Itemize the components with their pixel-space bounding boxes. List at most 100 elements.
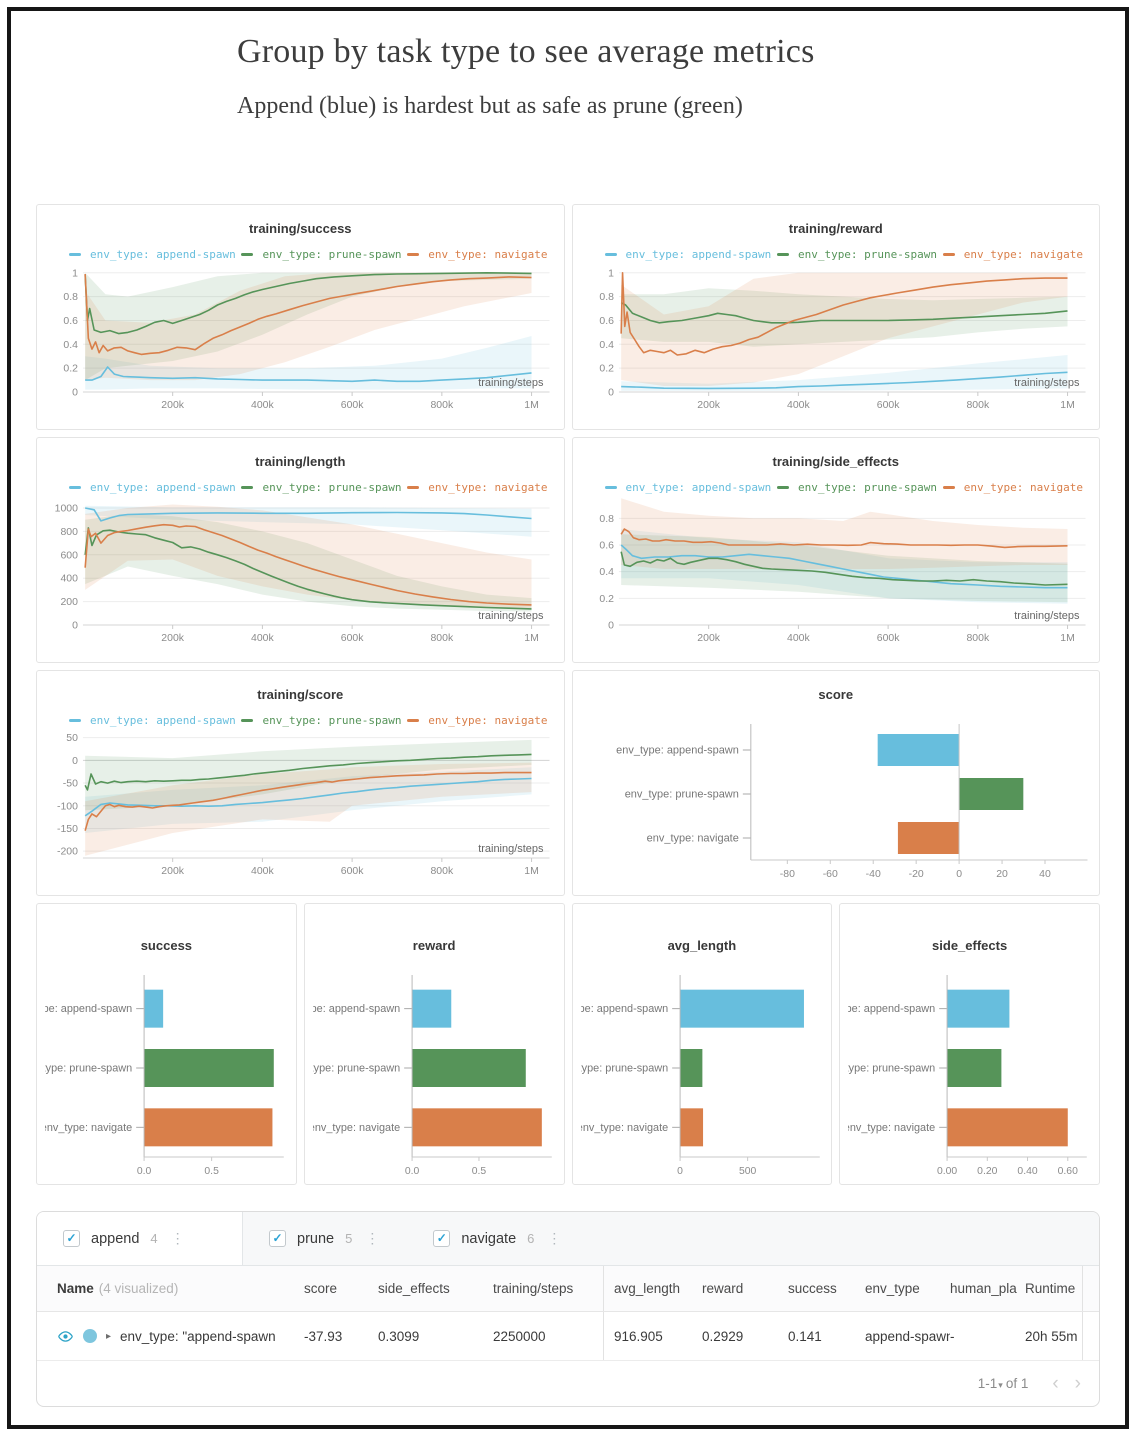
legend-label: env_type: append-spawn bbox=[625, 480, 772, 494]
cell-training_steps: 2250000 bbox=[493, 1328, 546, 1344]
bar-prune bbox=[144, 1049, 274, 1087]
legend-item[interactable]: env_type: navigate bbox=[407, 714, 548, 727]
pagination-label[interactable]: 1-1▾ of 1 bbox=[977, 1376, 1029, 1391]
column-header-reward[interactable]: reward bbox=[702, 1281, 744, 1296]
chart-canvas: 50 0 -50 -100 -150 -200 200k 400k 600k 800k 1M trai… bbox=[57, 733, 550, 877]
series-line-append bbox=[85, 366, 532, 383]
series-band-append bbox=[620, 529, 1068, 604]
series-line-navigate bbox=[84, 273, 532, 356]
series-band-append bbox=[85, 767, 532, 833]
chart-spacer bbox=[45, 953, 288, 971]
svg-text:400k: 400k bbox=[787, 633, 810, 644]
series-band-prune bbox=[85, 739, 532, 811]
tab-append[interactable]: ✓ append 4 ⋮ bbox=[37, 1212, 243, 1265]
svg-text:0.20: 0.20 bbox=[977, 1166, 997, 1177]
chart-panel-training-length[interactable]: training/length env_type: append-spawn env… bbox=[36, 437, 565, 663]
series-line-prune bbox=[84, 527, 532, 610]
column-header-training_steps[interactable]: training/steps bbox=[493, 1281, 574, 1296]
legend-item[interactable]: env_type: navigate bbox=[407, 248, 548, 261]
series-band-prune bbox=[85, 272, 532, 381]
x-axis-label: training/steps bbox=[478, 843, 544, 855]
chart-panel-training-success[interactable]: training/success env_type: append-spawn en… bbox=[36, 204, 565, 430]
legend-dash-icon bbox=[407, 718, 420, 722]
column-header-human_pla[interactable]: human_pla bbox=[950, 1281, 1017, 1296]
column-header-score[interactable]: score bbox=[304, 1281, 338, 1296]
svg-text:200k: 200k bbox=[697, 633, 720, 644]
bar-category-label: env_type: append-spawn bbox=[848, 1003, 935, 1015]
chart-panel-success[interactable]: success env_type: append-spawn env_type: p… bbox=[36, 903, 297, 1185]
legend-item[interactable]: env_type: append-spawn bbox=[69, 248, 236, 261]
svg-text:400k: 400k bbox=[251, 866, 274, 877]
legend-item[interactable]: env_type: append-spawn bbox=[604, 248, 771, 261]
series-line-prune bbox=[619, 551, 1068, 586]
next-page-icon[interactable]: › bbox=[1074, 1373, 1081, 1394]
column-header-avg_length[interactable]: avg_length bbox=[614, 1281, 681, 1296]
checkbox-checked-icon[interactable]: ✓ bbox=[269, 1230, 286, 1247]
svg-text:-80: -80 bbox=[779, 869, 794, 880]
legend-item[interactable]: env_type: append-spawn bbox=[69, 481, 236, 494]
checkbox-checked-icon[interactable]: ✓ bbox=[433, 1230, 451, 1247]
legend-item[interactable]: env_type: prune-spawn bbox=[776, 481, 937, 494]
legend-item[interactable]: env_type: append-spawn bbox=[69, 714, 236, 727]
legend-item[interactable]: env_type: prune-spawn bbox=[241, 481, 402, 494]
bar-category-label: env_type: append-spawn bbox=[616, 744, 739, 756]
chart-panel-score[interactable]: score env_type: append-spawn env_type: pru… bbox=[571, 670, 1100, 896]
chart-canvas: env_type: append-spawn env_type: prune-sp… bbox=[848, 975, 1088, 1177]
legend-item[interactable]: env_type: append-spawn bbox=[604, 480, 772, 494]
chart-panel-reward[interactable]: reward env_type: append-spawn env_type: pr… bbox=[303, 903, 565, 1185]
table-footer: 1-1▾ of 1 ‹ › bbox=[37, 1361, 1099, 1406]
tab-label: prune bbox=[297, 1230, 335, 1247]
chart-panel-training-score[interactable]: training/score env_type: append-spawn env_… bbox=[36, 670, 565, 896]
column-header-side_effects[interactable]: side_effects bbox=[378, 1281, 450, 1296]
svg-text:-50: -50 bbox=[63, 779, 78, 790]
tab-prune[interactable]: ✓ prune 5 ⋮ bbox=[243, 1212, 407, 1265]
x-axis-label: training/steps bbox=[478, 610, 544, 622]
column-header-Runtime[interactable]: Runtime bbox=[1025, 1281, 1076, 1296]
series-line-navigate bbox=[619, 528, 1068, 549]
series-band-prune bbox=[620, 288, 1068, 347]
svg-text:400k: 400k bbox=[787, 400, 810, 411]
column-header-env_type[interactable]: env_type bbox=[865, 1281, 920, 1296]
series-line-prune bbox=[620, 301, 1068, 324]
chart-title: training/reward bbox=[788, 221, 883, 236]
legend-dash-icon bbox=[241, 718, 254, 722]
cell-avg_length: 916.905 bbox=[614, 1328, 663, 1344]
svg-text:1M: 1M bbox=[1060, 400, 1075, 411]
chart-canvas: env_type: append-spawn env_type: prune-sp… bbox=[45, 975, 284, 1177]
checkbox-checked-icon[interactable]: ✓ bbox=[63, 1230, 80, 1247]
tab-navigate[interactable]: ✓ navigate 6 ⋮ bbox=[407, 1212, 589, 1265]
legend-item[interactable]: env_type: prune-spawn bbox=[241, 247, 402, 261]
legend-dash-icon bbox=[776, 485, 789, 489]
column-header-success[interactable]: success bbox=[788, 1281, 837, 1296]
legend-item[interactable]: env_type: navigate bbox=[942, 481, 1083, 494]
table-row[interactable]: ▸ env_type: "append-spawn -37.93 0.3099 22… bbox=[37, 1312, 1099, 1361]
visibility-eye-icon[interactable] bbox=[57, 1328, 74, 1345]
legend-item[interactable]: env_type: prune-spawn bbox=[776, 248, 937, 261]
kebab-menu-icon[interactable]: ⋮ bbox=[170, 1230, 185, 1246]
kebab-menu-icon[interactable]: ⋮ bbox=[547, 1230, 562, 1246]
legend-label: env_type: prune-spawn bbox=[262, 247, 402, 261]
svg-text:0.0: 0.0 bbox=[405, 1166, 420, 1177]
column-header-name[interactable]: Name (4 visualized) bbox=[57, 1281, 179, 1296]
chart-canvas: env_type: append-spawn env_type: prune-sp… bbox=[616, 724, 1088, 880]
chart-panel-training-side_effects[interactable]: training/side_effects env_type: append-sp… bbox=[571, 437, 1100, 663]
prev-page-icon[interactable]: ‹ bbox=[1052, 1373, 1059, 1394]
bar-navigate bbox=[144, 1108, 273, 1147]
run-name-cell[interactable]: ▸ env_type: "append-spawn bbox=[37, 1328, 304, 1345]
kebab-menu-icon[interactable]: ⋮ bbox=[365, 1230, 380, 1246]
chart-panel-training-reward[interactable]: training/reward env_type: append-spawn env… bbox=[571, 204, 1100, 430]
expand-caret-icon[interactable]: ▸ bbox=[106, 1330, 112, 1342]
bar-category-label: env_type: append-spawn bbox=[581, 1003, 668, 1015]
legend-dash-icon bbox=[69, 252, 81, 256]
legend-item[interactable]: env_type: prune-spawn bbox=[241, 714, 402, 727]
svg-text:1: 1 bbox=[608, 268, 614, 279]
legend-item[interactable]: env_type: navigate bbox=[407, 481, 548, 494]
chart-title: training/score bbox=[257, 687, 344, 702]
table-row-spacer bbox=[1082, 1312, 1099, 1360]
svg-text:0.6: 0.6 bbox=[63, 316, 78, 327]
series-line-append bbox=[620, 371, 1068, 390]
chart-spacer bbox=[581, 953, 824, 971]
legend-item[interactable]: env_type: navigate bbox=[942, 248, 1083, 261]
